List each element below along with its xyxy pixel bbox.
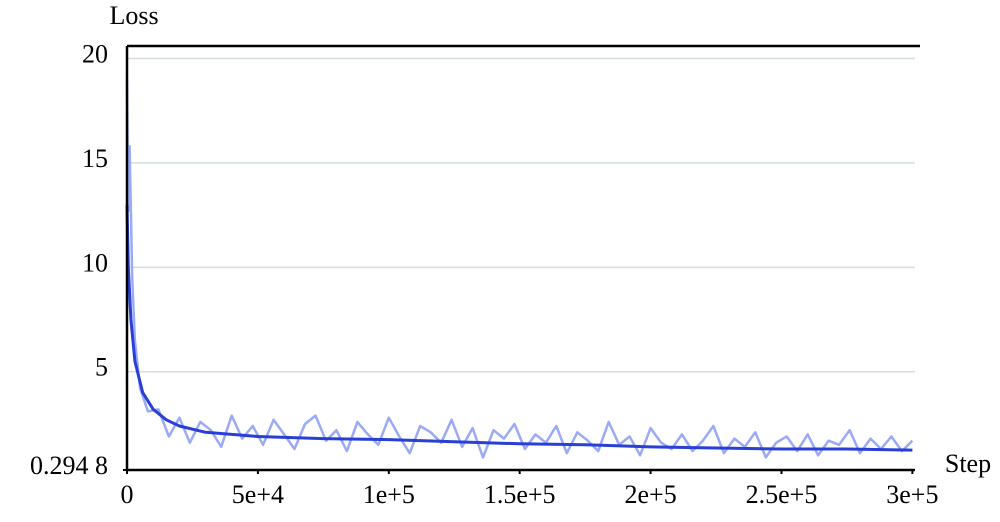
- y-tick-label: 10: [82, 248, 108, 277]
- loss-line: [125, 204, 913, 452]
- x-tick-label: 2e+5: [624, 480, 676, 509]
- y-tick-label: 5: [95, 353, 108, 382]
- y-tick-label: 0.294 8: [30, 451, 108, 480]
- x-tick-label: 1.5e+5: [484, 480, 556, 509]
- x-tick-label: 5e+4: [232, 480, 284, 509]
- x-tick-label: 2.5e+5: [746, 480, 818, 509]
- x-axis-label: Step: [945, 449, 991, 478]
- y-tick-label: 20: [82, 39, 108, 68]
- x-tick-label: 0: [121, 480, 134, 509]
- x-tick-label: 1e+5: [363, 480, 415, 509]
- loss-line: [125, 79, 914, 459]
- y-axis-label: Loss: [109, 1, 158, 30]
- x-tick-label: 3e+5: [886, 480, 938, 509]
- y-tick-label: 15: [82, 144, 108, 173]
